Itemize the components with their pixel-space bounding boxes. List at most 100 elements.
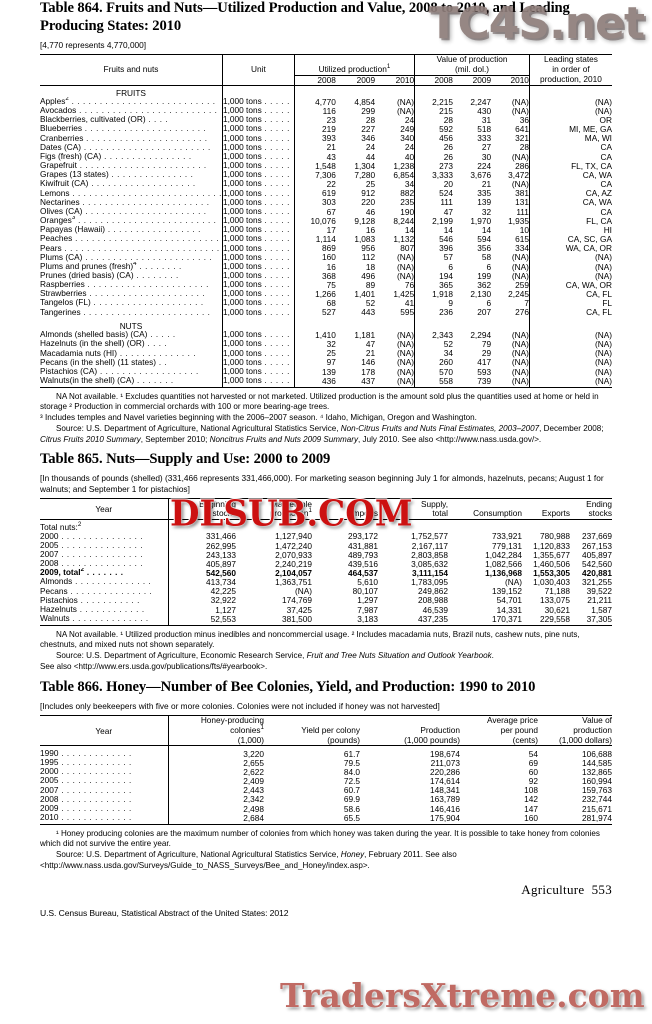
row-label-text: 2000 <box>40 767 59 777</box>
cell-average-price: 54 <box>528 748 538 759</box>
cell-leading-states: CA, WA <box>528 170 612 180</box>
row-label-text: Blueberries <box>40 124 82 134</box>
cell-production-2008: 116 <box>293 106 336 116</box>
row-unit: 1,000 tons . . . . . <box>221 307 295 317</box>
cell-supply-total: 249,862 <box>418 586 448 597</box>
row-label-text: Hazelnuts <box>40 604 77 614</box>
row-label: Avocados . . . . . . . . . . . . . . . .… <box>40 106 222 115</box>
row-unit-text: 1,000 tons <box>222 298 262 308</box>
t864-source-italic-3: Noncitrus Fruits and Nuts 2009 Summary <box>209 434 359 444</box>
table-row: Grapes (13 states) . . . . . . . . . . .… <box>40 169 612 180</box>
leader-dots: . . . . . . . . . . . . . . . . . . . . … <box>61 243 220 253</box>
cell-value-2010: 10 <box>519 224 529 235</box>
leader-dots: . . . . . . . . . . . . . . <box>72 577 152 587</box>
spacer-cell <box>336 317 375 330</box>
cell-production-2010: 1,132 <box>393 234 415 245</box>
leader-dots: . . . . . . . . . . . . . . . . . . . . … <box>79 197 210 207</box>
table-864: Fruits and nuts Unit Utilized production… <box>40 54 612 388</box>
t864-footnote-2-wrap: ³ Includes temples and Navel varieties b… <box>40 413 612 424</box>
row-label-text: Tangelos (FL) <box>40 298 91 308</box>
spacer-cell <box>570 520 612 532</box>
cell-marketable-production: 1,127,940 <box>275 531 312 542</box>
cell-value-of-production: 232,744 <box>582 794 612 805</box>
row-label: 1995 . . . . . . . . . . . . . <box>40 758 168 767</box>
leader-dots: . . . . . . . . . . . . . <box>58 813 132 823</box>
th866-yield-per-colony: Yield per colony (pounds) <box>264 716 360 746</box>
cell-value-2008: 546 <box>414 234 453 244</box>
cell-marketable-production: 381,500 <box>282 613 312 624</box>
row-unit-text: 1,000 tons <box>222 348 262 358</box>
cell-production-2008: 1,266 <box>293 289 336 299</box>
row-unit-text: 1,000 tons <box>222 330 262 340</box>
cell-honey-producing-colonies: 2,498 <box>167 803 264 814</box>
leader-dots: . . . . . <box>261 261 290 271</box>
cell-production-2009: 89 <box>365 279 376 290</box>
row-label-text: Walnuts <box>40 614 70 624</box>
cell-production-2008: 527 <box>293 307 336 317</box>
group-header-text: Total nuts: <box>40 522 78 532</box>
t864-source-url[interactable]: See also <http://www.nass.usda.gov/>. <box>401 434 542 444</box>
t866-footnote-1: ¹ Honey producing colonies are the maxim… <box>40 828 600 849</box>
row-label: Tangelos (FL) . . . . . . . . . . . . . … <box>40 298 222 307</box>
cell-ending-stocks: 21,211 <box>587 595 612 606</box>
cell-average-price: 147 <box>524 803 538 814</box>
cell-leading-states: CA, WA, OR <box>528 280 612 290</box>
row-label-text: Plums and prunes (fresh) <box>40 261 134 271</box>
cell-value-2009: 430 <box>477 105 492 116</box>
cell-production-2008: 368 <box>293 270 336 281</box>
cell-production-2009: 7,280 <box>354 169 376 180</box>
th866-val-l2: production <box>573 724 612 735</box>
cell-production-2009: 44 <box>365 151 376 162</box>
t866-source-url[interactable]: <http://www.nass.usda.gov/Surveys/Guide_… <box>40 860 370 870</box>
th866-production: Production (1,000 pounds) <box>360 716 460 746</box>
row-label-text: Grapes (13 states) <box>40 170 109 180</box>
t864-source-mid-1: , December 2008; <box>539 423 604 433</box>
cell-value-2009: 207 <box>477 307 492 318</box>
cell-value-2008: 28 <box>414 115 453 125</box>
row-label: 2005 . . . . . . . . . . . . . <box>40 776 168 785</box>
row-label-text: Pecans <box>40 586 68 596</box>
t866-source-prefix: Source: U.S. Department of Agriculture, … <box>56 850 341 860</box>
row-label-text: 2000 <box>40 531 59 541</box>
cell-production-2008: 303 <box>293 197 336 207</box>
leader-dots: . . . . . . . . . . . . . . . . . . . . … <box>84 280 209 290</box>
row-label-text: Plums (CA) <box>40 252 83 262</box>
row-unit: 1,000 tons . . . . . <box>221 234 295 244</box>
cell-value-2009: 594 <box>477 234 492 245</box>
cell-value-2009: 199 <box>477 270 492 281</box>
row-unit-text: 1,000 tons <box>222 106 262 116</box>
cell-value-2010: 28 <box>519 142 529 153</box>
cell-yield-per-colony: 84.0 <box>343 766 360 777</box>
leader-dots: . . . . . . . . . . . <box>77 595 140 605</box>
cell-yield-per-colony: 72.5 <box>343 776 360 787</box>
cell-value-2010: 286 <box>515 160 529 171</box>
t865-source-url[interactable]: See also <http://www.ers.usda.gov/public… <box>40 661 268 671</box>
row-unit: 1,000 tons . . . . . <box>221 375 295 388</box>
row-unit-text: 1,000 tons <box>222 133 262 143</box>
cell-value-2010: 321 <box>515 133 529 144</box>
th-utilized-production-label: Utilized production <box>318 64 387 75</box>
row-label: Pistachios (CA) . . . . . . . . . . . . … <box>40 367 222 376</box>
row-label: Blueberries . . . . . . . . . . . . . . … <box>40 124 222 133</box>
cell-exports: 780,988 <box>540 531 570 542</box>
cell-production-2008: 1,548 <box>293 161 336 171</box>
group-header-total-nuts: Total nuts:2 <box>40 519 612 532</box>
cell-value-2008: 111 <box>414 197 453 207</box>
row-label-text: 2005 <box>40 540 59 550</box>
row-label: Prunes (dried basis) (CA) . . . . . . . … <box>40 271 222 280</box>
row-unit-text: 1,000 tons <box>222 197 262 207</box>
cell-beginning-stocks: 413,734 <box>167 577 236 587</box>
cell-exports: 1,355,677 <box>533 549 570 560</box>
row-label: Blackberries, cultivated (OR) . . . . <box>40 115 222 124</box>
row-label: 2010 . . . . . . . . . . . . . <box>40 813 168 824</box>
cell-production-2008: 67 <box>293 206 336 217</box>
cell-production-2010: (NA) <box>397 375 415 386</box>
leader-dots: . . . . <box>144 339 168 349</box>
cell-value-2010: (NA) <box>511 329 529 340</box>
row-unit: 1,000 tons . . . . . <box>221 197 295 207</box>
spacer-cell <box>453 85 491 97</box>
row-unit-text: 1,000 tons <box>222 216 262 226</box>
cell-value-2008: 14 <box>414 225 453 235</box>
cell-value-of-production: 106,688 <box>582 748 612 759</box>
leader-dots: . . . . <box>145 115 169 125</box>
